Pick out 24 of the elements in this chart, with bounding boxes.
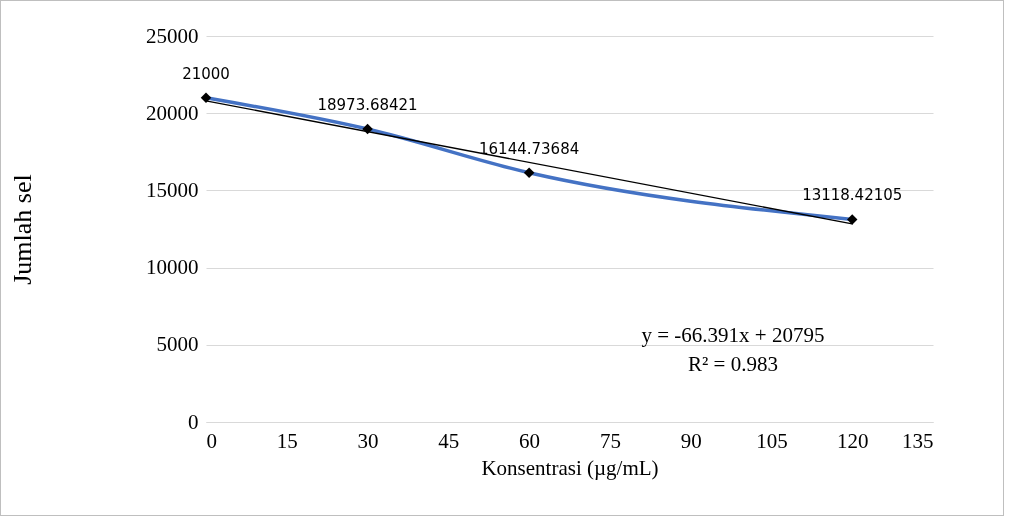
y-tick-label: 20000 — [146, 100, 199, 125]
y-tick-label: 10000 — [146, 255, 199, 280]
data-label: 21000 — [182, 64, 230, 83]
data-label: 18973.68421 — [317, 96, 418, 115]
data-label: 16144.73684 — [479, 139, 580, 158]
x-tick-label: 60 — [519, 428, 541, 453]
y-tick-label: 5000 — [156, 332, 199, 357]
y-axis-title: Jumlah sel — [8, 174, 37, 285]
x-tick-label: 105 — [756, 428, 788, 453]
y-tick-label: 0 — [188, 409, 199, 434]
x-tick-label: 0 — [206, 428, 217, 453]
x-tick-label: 30 — [357, 428, 379, 453]
x-tick-label: 45 — [438, 428, 460, 453]
y-tick-label: 15000 — [146, 177, 199, 202]
x-axis-title: Konsentrasi (µg/mL) — [481, 455, 659, 480]
y-tick-label: 25000 — [146, 23, 199, 48]
x-tick-label: 90 — [680, 428, 702, 453]
x-tick-label: 75 — [599, 428, 621, 453]
x-tick-label: 15 — [276, 428, 298, 453]
data-label: 13118.42105 — [802, 186, 903, 205]
annotation: R² = 0.983 — [688, 352, 778, 376]
x-tick-label: 135 — [902, 428, 934, 453]
x-tick-label: 120 — [836, 428, 869, 453]
annotation: y = -66.391x + 20795 — [641, 323, 825, 347]
